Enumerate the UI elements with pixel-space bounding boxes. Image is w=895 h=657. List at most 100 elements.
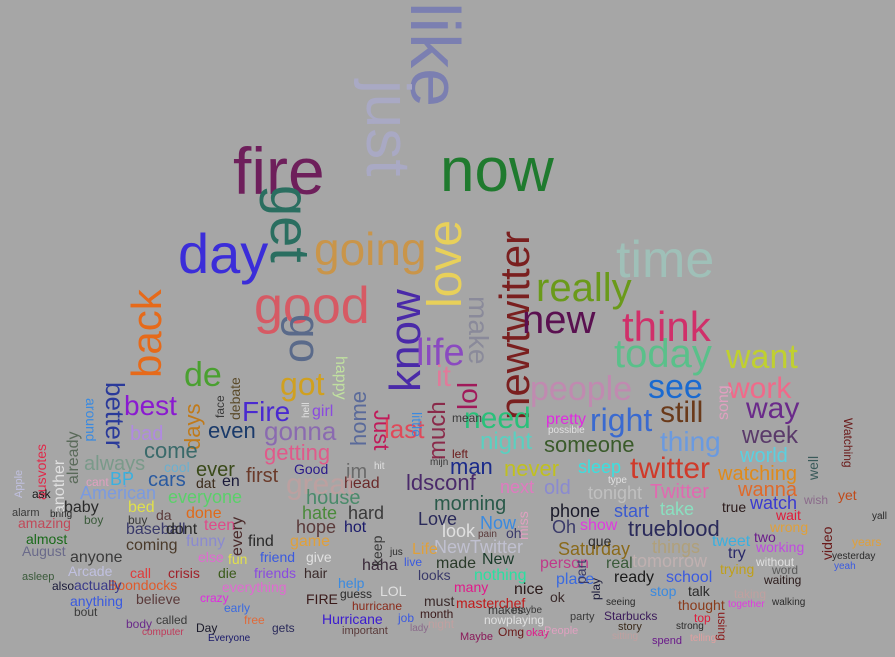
word-im: im	[346, 461, 368, 483]
word-sleep: sleep	[578, 457, 622, 477]
word-tomorrow: tomorrow	[632, 551, 708, 571]
word-story: story	[618, 621, 642, 633]
word-hell: hell	[301, 402, 312, 418]
word-made: made	[436, 555, 477, 572]
word-left: left	[452, 447, 469, 461]
word-wrong: wrong	[770, 519, 809, 535]
word-lady: lady	[410, 623, 429, 634]
word-even: even	[208, 418, 256, 443]
word-take: take	[660, 499, 695, 519]
word-now: now	[440, 136, 554, 205]
word-funny: funny	[186, 533, 226, 550]
word-ok: ok	[550, 589, 565, 605]
word-crisis: crisis	[168, 565, 200, 581]
word-Starbucks: Starbucks	[604, 609, 658, 623]
word-night: night	[480, 428, 533, 455]
word-New: New	[482, 551, 515, 568]
word-done: done	[186, 505, 222, 522]
word-type: type	[608, 475, 627, 486]
word-thought: thought	[678, 597, 725, 613]
word-happy: happy	[332, 356, 349, 400]
word-better: better	[100, 382, 130, 449]
word-watch: watch	[750, 493, 798, 513]
word-stop: stop	[650, 583, 677, 599]
word-Just: Just	[369, 410, 394, 451]
word-working: working	[756, 539, 805, 555]
word-bed: bed	[128, 499, 155, 516]
word-getting: getting	[264, 440, 331, 465]
word-new: new	[522, 298, 596, 342]
word-many: many	[454, 579, 489, 595]
word-Boondocks: Boondocks	[108, 577, 178, 593]
word-anyone: anyone	[70, 549, 123, 566]
word-little: little	[409, 412, 425, 437]
word-yesterday: yesterday	[832, 551, 876, 562]
word-tonight: tonight	[588, 483, 643, 503]
word-hot: hot	[344, 519, 367, 536]
word-Fire: Fire	[242, 396, 291, 427]
word-Twitter: Twitter	[650, 481, 709, 503]
word-actually: actually	[74, 577, 122, 593]
word-going: going	[314, 223, 427, 275]
word-bout: bout	[74, 605, 98, 619]
word-using: using	[715, 612, 729, 641]
word-hair: hair	[304, 565, 328, 581]
word-part: part	[573, 559, 589, 584]
word-yet: yet	[838, 487, 857, 503]
word-first: first	[246, 465, 279, 487]
word-last: last	[384, 414, 425, 444]
word-baseball: baseball	[126, 521, 186, 538]
word-face: face	[213, 395, 227, 418]
word-friends: friends	[254, 565, 297, 581]
word-play: play	[589, 577, 603, 600]
word-talk: talk	[688, 583, 710, 599]
word-asleep: asleep	[22, 571, 55, 583]
word-everything: everything	[222, 579, 287, 595]
word-bring: bring	[50, 509, 73, 520]
word-makes: makes	[488, 603, 524, 617]
word-game: game	[290, 533, 331, 550]
word-always: always	[84, 453, 146, 475]
word-week: week	[742, 422, 799, 449]
word-Now: Now	[480, 513, 517, 533]
word-also: also	[52, 579, 75, 593]
word-right: right	[590, 402, 653, 438]
word-hard: hard	[348, 503, 385, 523]
word-want: want	[726, 338, 798, 376]
word-think: think	[622, 303, 711, 350]
word-hope: hope	[296, 517, 337, 537]
word-teen: teen	[204, 517, 236, 534]
word-video: video	[819, 526, 835, 560]
word-life: life	[416, 332, 465, 374]
word-else: else	[198, 549, 224, 565]
word-Day: Day	[196, 621, 218, 635]
word-Life: Life	[412, 541, 438, 558]
word-start: start	[614, 501, 650, 521]
word-cant: cant	[86, 475, 109, 489]
word-try: try	[728, 545, 746, 562]
word-twitter: twitter	[630, 452, 711, 485]
word-pretty: pretty	[546, 411, 587, 428]
word-school: school	[666, 569, 713, 586]
word-gets: gets	[272, 621, 295, 635]
word-man: man	[450, 454, 493, 479]
word-Oh: Oh	[552, 517, 577, 537]
word-taking: taking	[734, 587, 767, 601]
word-early: early	[224, 601, 251, 615]
word-around: around	[83, 398, 99, 442]
word-show: show	[580, 517, 618, 534]
word-world: world	[740, 445, 788, 467]
word-Saturday: Saturday	[558, 539, 631, 559]
word-work: work	[728, 372, 792, 405]
word-girl: girl	[312, 403, 334, 420]
word-friend: friend	[260, 549, 296, 565]
word-Hurricane: Hurricane	[322, 611, 383, 627]
word-anything: anything	[70, 593, 123, 609]
word-maybe: maybe	[512, 605, 543, 616]
word-American: American	[80, 483, 157, 503]
word-real: real	[606, 555, 633, 572]
word-possible: possible	[548, 425, 585, 436]
word-home: home	[346, 390, 371, 446]
word-August: August	[22, 543, 66, 559]
word-watching: watching	[718, 463, 797, 485]
